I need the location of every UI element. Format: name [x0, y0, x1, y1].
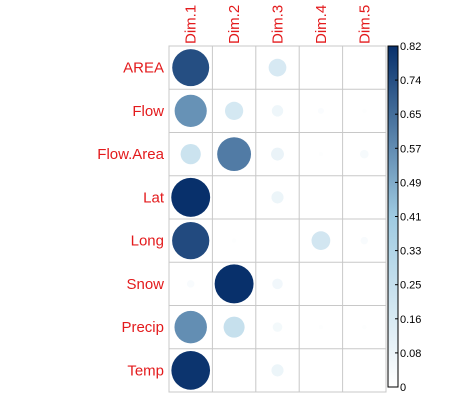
- data-circle: [311, 231, 331, 250]
- data-circle: [362, 324, 367, 330]
- data-circle: [231, 238, 237, 243]
- data-circle: [186, 280, 195, 288]
- legend-tick-label: 0.16: [400, 314, 421, 326]
- data-circle: [271, 191, 284, 204]
- data-circle: [174, 94, 207, 127]
- data-circle: [317, 107, 324, 114]
- data-circle: [171, 351, 211, 390]
- row-label: AREA: [123, 60, 164, 77]
- data-circle: [318, 324, 324, 330]
- data-circle: [223, 316, 245, 338]
- legend-tick-label: 0.74: [400, 75, 421, 87]
- legend-tick-label: 0.33: [400, 246, 421, 258]
- row-label: Snow: [126, 276, 164, 293]
- legend-ticks: 0 0.08 0.16 0.25 0.33 0.41 0.49 0.57 0.65 0.74 0.8…: [395, 41, 421, 394]
- data-circle: [271, 364, 284, 377]
- data-circle: [224, 101, 244, 120]
- row-label: Flow: [132, 103, 164, 120]
- data-circle: [268, 58, 287, 77]
- column-label: Dim.5: [356, 5, 373, 44]
- legend-tick-label: 0.49: [400, 177, 421, 189]
- data-circle: [360, 149, 369, 159]
- grid: [168, 45, 387, 393]
- data-circle: [271, 105, 284, 117]
- row-label: Temp: [127, 362, 164, 379]
- color-legend: 0 0.08 0.16 0.25 0.33 0.41 0.49 0.57 0.65 0.74 0.8…: [387, 41, 421, 394]
- data-circle: [360, 236, 369, 245]
- legend-tick-label: 0.57: [400, 143, 421, 155]
- legend-tick-label: 0: [400, 382, 406, 394]
- data-circle: [172, 222, 210, 260]
- data-circle: [172, 49, 210, 87]
- data-circle: [318, 151, 324, 157]
- data-circle: [217, 137, 252, 172]
- legend-tick-label: 0.25: [400, 280, 421, 292]
- data-circle: [171, 177, 211, 217]
- column-label: Dim.2: [226, 5, 243, 44]
- row-label: Precip: [121, 319, 164, 336]
- column-label: Dim.3: [270, 5, 287, 44]
- legend-tick-label: 0.41: [400, 212, 421, 224]
- column-label: Dim.1: [183, 5, 200, 44]
- data-circle: [214, 264, 254, 304]
- data-circle: [362, 108, 367, 114]
- row-label: Long: [131, 233, 164, 250]
- data-circle: [271, 147, 284, 161]
- column-labels: Dim.1 Dim.2 Dim.3 Dim.4 Dim.5: [183, 5, 374, 44]
- legend-tick-label: 0.08: [400, 348, 421, 360]
- row-labels: AREA Flow Flow.Area Lat Long Snow Precip Temp: [97, 60, 165, 380]
- data-circle: [180, 144, 201, 165]
- data-circle: [174, 310, 207, 344]
- data-circles: [171, 49, 369, 390]
- column-label: Dim.4: [313, 5, 330, 44]
- data-circle: [272, 278, 283, 290]
- row-label: Flow.Area: [97, 146, 164, 163]
- legend-tick-label: 0.65: [400, 109, 421, 121]
- data-circle: [272, 322, 283, 332]
- legend-tick-label: 0.82: [400, 41, 421, 53]
- row-label: Lat: [143, 189, 165, 206]
